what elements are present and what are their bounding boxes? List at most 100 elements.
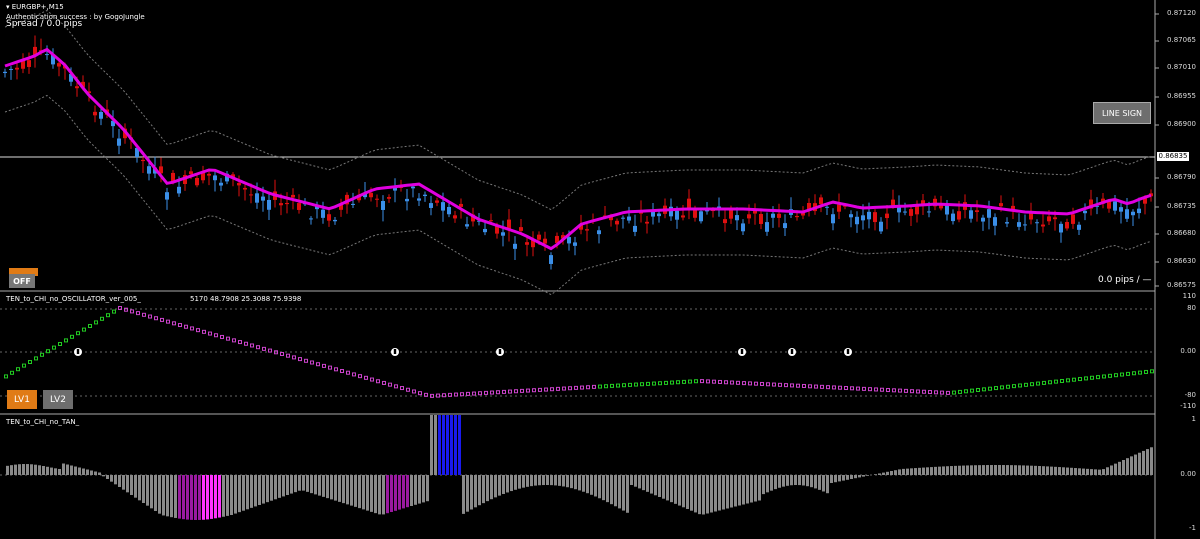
candle-body bbox=[579, 224, 583, 230]
oscillator-dot bbox=[190, 326, 194, 331]
histogram-bar bbox=[714, 475, 717, 512]
oscillator-dot bbox=[148, 314, 152, 319]
histogram-bar bbox=[278, 475, 281, 498]
histogram-bar bbox=[106, 475, 109, 479]
histogram-bar bbox=[806, 475, 809, 487]
oscillator-dot bbox=[988, 386, 992, 391]
auth-status: Authentication success : by GogoJungle bbox=[6, 13, 145, 21]
candle-body bbox=[483, 228, 487, 233]
histogram-bar bbox=[1014, 465, 1017, 475]
candle-body bbox=[423, 194, 427, 197]
oscillator-dot bbox=[568, 386, 572, 391]
histogram-bar bbox=[326, 475, 329, 499]
candle-body bbox=[207, 173, 211, 176]
upper-band bbox=[4, 9, 1152, 211]
candle-body bbox=[3, 71, 7, 74]
oscillator-dot bbox=[1018, 383, 1022, 388]
oscillator-dot bbox=[352, 372, 356, 377]
oscillator-dot bbox=[616, 383, 620, 388]
histogram-bar bbox=[614, 475, 617, 507]
candle-body bbox=[219, 182, 223, 186]
histogram-bar bbox=[1034, 465, 1037, 475]
candle-body bbox=[351, 203, 355, 205]
candle-body bbox=[267, 199, 271, 210]
candle-body bbox=[135, 147, 139, 158]
oscillator-dot bbox=[526, 388, 530, 393]
histogram-bar bbox=[1098, 469, 1101, 475]
candle-body bbox=[69, 74, 73, 82]
histogram-bar bbox=[310, 475, 313, 494]
oscillator-dot bbox=[1072, 377, 1076, 382]
candle-body bbox=[9, 68, 13, 70]
histogram-bar bbox=[282, 475, 285, 497]
candle-body bbox=[141, 159, 145, 162]
oscillator-dot bbox=[634, 382, 638, 387]
candle-body bbox=[705, 210, 709, 212]
oscillator-dot bbox=[250, 343, 254, 348]
candle-body bbox=[921, 200, 925, 205]
oscillator-dot bbox=[970, 388, 974, 393]
histogram-bar bbox=[954, 465, 957, 475]
oscillator-dot bbox=[676, 380, 680, 385]
oscillator-dot bbox=[514, 389, 518, 394]
histogram-bar bbox=[158, 475, 161, 514]
histogram-bar bbox=[894, 470, 897, 475]
candle-body bbox=[741, 223, 745, 232]
histogram-bar bbox=[34, 464, 37, 475]
oscillator-dot bbox=[1102, 374, 1106, 379]
oscillator-axis-label: 80 bbox=[1187, 304, 1196, 312]
candle-body bbox=[525, 242, 529, 245]
oscillator-dot bbox=[154, 316, 158, 321]
histogram-bar bbox=[906, 468, 909, 475]
oscillator-dot bbox=[982, 387, 986, 392]
histogram-bar bbox=[646, 475, 649, 492]
candle-body bbox=[261, 196, 265, 201]
oscillator-dot bbox=[874, 387, 878, 392]
lower-band bbox=[4, 94, 1152, 296]
candle-body bbox=[873, 212, 877, 223]
lv1-button[interactable]: LV1 bbox=[7, 390, 37, 409]
oscillator-dot bbox=[646, 381, 650, 386]
candle-body bbox=[975, 210, 979, 213]
oscillator-dot bbox=[64, 338, 68, 343]
oscillator-dot bbox=[286, 353, 290, 358]
candle-body bbox=[837, 204, 841, 212]
lv2-button[interactable]: LV2 bbox=[43, 390, 73, 409]
oscillator-dot bbox=[580, 385, 584, 390]
histogram-bar bbox=[90, 470, 93, 475]
histogram-bar bbox=[886, 471, 889, 475]
oscillator-dot bbox=[394, 384, 398, 389]
line-sign-button[interactable]: LINE SIGN bbox=[1093, 102, 1151, 124]
histogram-bar bbox=[1010, 465, 1013, 475]
histogram-bar bbox=[630, 475, 633, 485]
oscillator-dot bbox=[1120, 372, 1124, 377]
off-button[interactable]: OFF bbox=[9, 274, 35, 288]
oscillator-dot bbox=[124, 307, 128, 312]
candle-body bbox=[333, 219, 337, 222]
candle-body bbox=[147, 166, 151, 174]
candle-body bbox=[189, 171, 193, 175]
histogram-bar bbox=[542, 475, 545, 486]
histogram-bar bbox=[698, 475, 701, 515]
oscillator-dot bbox=[316, 362, 320, 367]
candle-body bbox=[1083, 210, 1087, 214]
histogram-bar bbox=[942, 466, 945, 475]
histogram-bar bbox=[958, 465, 961, 475]
histogram-bar bbox=[774, 475, 777, 490]
histogram-bar bbox=[750, 475, 753, 503]
oscillator-dot bbox=[844, 386, 848, 391]
candle-body bbox=[57, 63, 61, 67]
oscillator-dot bbox=[184, 324, 188, 329]
histogram-bar bbox=[410, 475, 413, 506]
oscillator-dot bbox=[1066, 378, 1070, 383]
candle-body bbox=[897, 205, 901, 213]
histogram-bar bbox=[94, 471, 97, 475]
oscillator-dot bbox=[1048, 380, 1052, 385]
histogram-bar bbox=[446, 415, 449, 475]
oscillator-dot bbox=[346, 370, 350, 375]
candle-body bbox=[1005, 222, 1009, 224]
histogram-bar bbox=[790, 475, 793, 486]
oscillator-dot bbox=[202, 329, 206, 334]
histogram-bar bbox=[502, 475, 505, 494]
